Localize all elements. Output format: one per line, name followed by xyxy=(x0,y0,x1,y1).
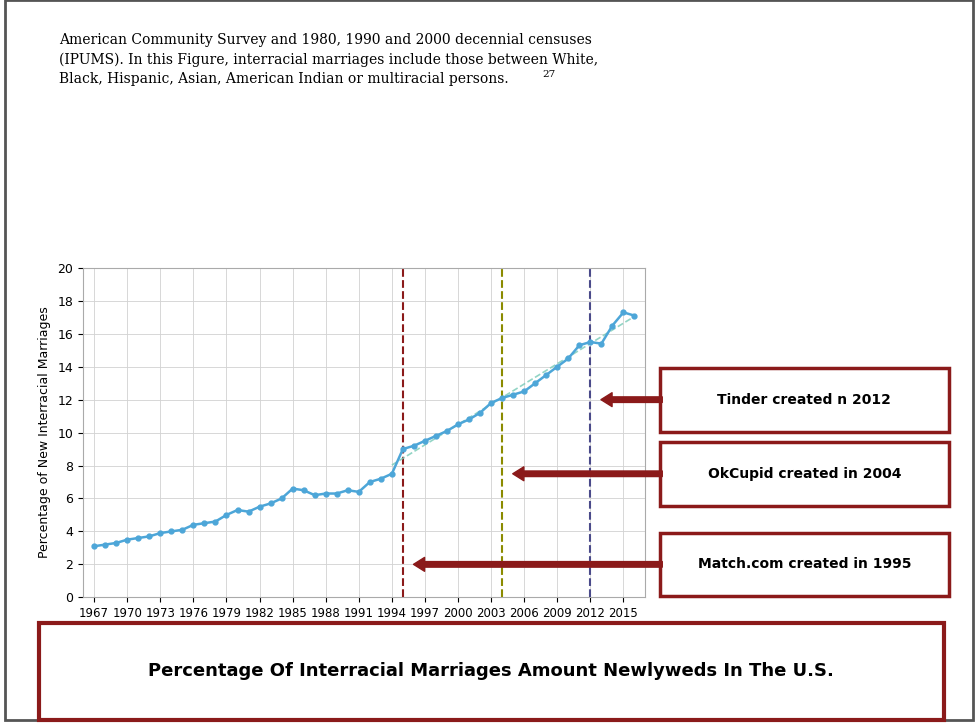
Text: (IPUMS). In this Figure, interracial marriages include those between White,: (IPUMS). In this Figure, interracial mar… xyxy=(59,52,597,67)
Text: 27: 27 xyxy=(542,70,556,78)
Text: Black, Hispanic, Asian, American Indian or multiracial persons.: Black, Hispanic, Asian, American Indian … xyxy=(59,72,508,85)
Text: Tinder created n 2012: Tinder created n 2012 xyxy=(717,392,890,407)
X-axis label: Year: Year xyxy=(349,626,379,639)
Text: Match.com created in 1995: Match.com created in 1995 xyxy=(697,557,911,571)
Y-axis label: Percentage of New Interracial Marriages: Percentage of New Interracial Marriages xyxy=(37,307,51,558)
Text: OkCupid created in 2004: OkCupid created in 2004 xyxy=(707,467,900,481)
Text: American Community Survey and 1980, 1990 and 2000 decennial censuses: American Community Survey and 1980, 1990… xyxy=(59,33,591,46)
Text: Percentage Of Interracial Marriages Amount Newlyweds In The U.S.: Percentage Of Interracial Marriages Amou… xyxy=(148,662,833,680)
